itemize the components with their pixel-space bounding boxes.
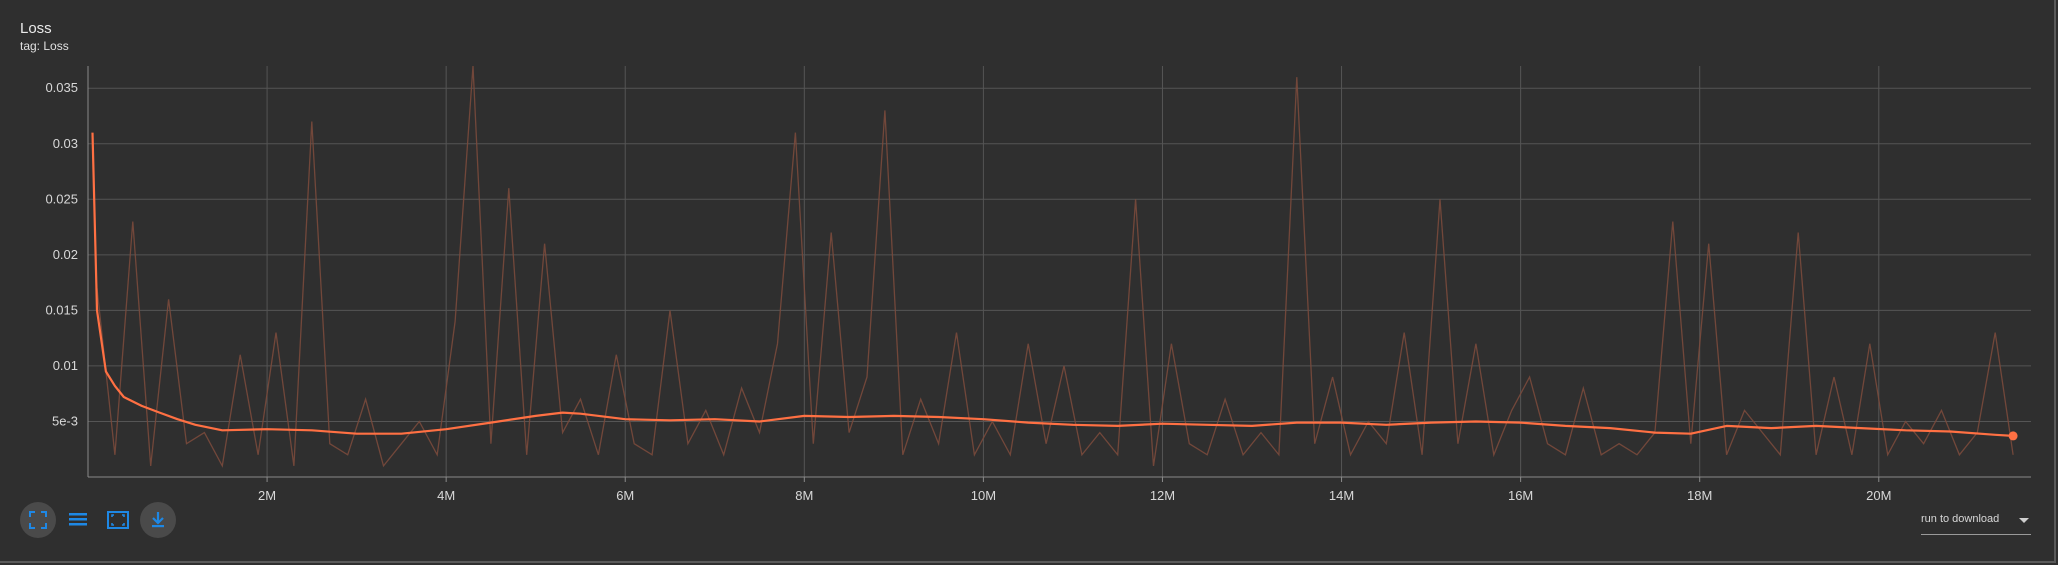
x-tick-label: 4M [437,488,455,500]
y-tick-label: 0.02 [53,247,78,262]
raw-series [96,65,2014,468]
toggle-log-scale-icon [69,513,87,526]
fit-domain-icon [29,511,47,529]
x-tick-label: 20M [1866,488,1891,500]
last-point-marker [2008,431,2018,441]
chart-title: Loss [20,20,52,37]
x-tick-label: 8M [795,488,813,500]
smoothed-series [91,132,2018,441]
run-to-download-label: run to download [1921,513,2000,525]
download-icon [152,512,164,528]
run-to-download-select[interactable]: run to download [1921,506,2031,535]
loss-chart[interactable]: 5e-3 0.01 0.015 0.02 0.025 0.03 0.035 2M 4M 6M 8M 1… [0,0,2058,500]
y-tick-label: 0.025 [45,191,78,206]
x-tick-label: 10M [971,488,996,500]
tick-labels: 5e-3 0.01 0.015 0.02 0.025 0.03 0.035 2M 4M 6M 8M 1… [45,80,1891,500]
expand-chart-button[interactable] [100,502,136,538]
y-tick-label: 5e-3 [52,413,78,428]
smoothed-series-line [91,132,2014,437]
x-tick-label: 2M [258,488,276,500]
chevron-down-icon [2019,518,2029,523]
x-tick-label: 18M [1687,488,1712,500]
axes [87,66,2031,482]
chart-toolbar [20,502,176,538]
grid-lines [88,66,2031,477]
x-tick-label: 12M [1150,488,1175,500]
download-button[interactable] [140,502,176,538]
y-tick-label: 0.03 [53,136,78,151]
expand-icon [107,511,129,529]
y-tick-label: 0.035 [45,80,78,95]
toggle-log-scale-button[interactable] [60,502,96,538]
fit-domain-button[interactable] [20,502,56,538]
raw-series-line [96,65,2014,468]
x-tick-label: 16M [1508,488,1533,500]
x-tick-label: 6M [616,488,634,500]
chart-subtitle: tag: Loss [20,39,69,53]
y-tick-label: 0.015 [45,302,78,317]
x-tick-label: 14M [1329,488,1354,500]
y-tick-label: 0.01 [53,358,78,373]
